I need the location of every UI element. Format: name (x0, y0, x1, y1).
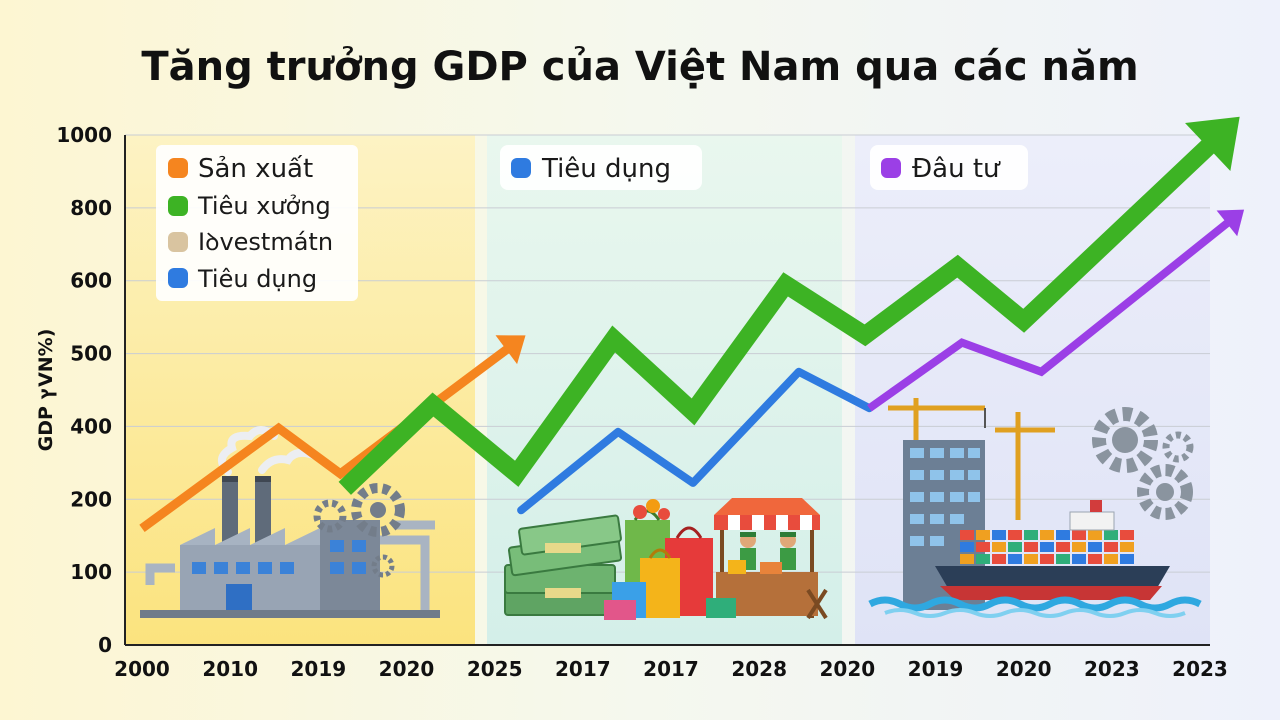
shopping-bags-icon (604, 499, 713, 620)
y-tick-label: 200 (70, 487, 112, 511)
series-arrowhead (1216, 209, 1245, 237)
cargo-ship-icon (868, 500, 1202, 618)
legend-label-consumption: Tiêu dụng (197, 265, 317, 293)
x-tick-labels: 2000 2010 2019 2020 2025 2017 2017 2028 2020 2019… (114, 657, 1228, 681)
section-label-consumption: Tiêu dụng (500, 145, 702, 190)
legend-label-factory: Tiêu xưởng (197, 192, 331, 220)
legend-swatch-investment (168, 232, 188, 252)
x-tick-label: 2023 (1084, 657, 1140, 681)
x-tick-label: 2025 (467, 657, 523, 681)
x-tick-label: 2020 (819, 657, 875, 681)
y-tick-label: 100 (70, 560, 112, 584)
y-tick-label: 800 (70, 196, 112, 220)
market-stall-icon (706, 498, 828, 620)
legend-swatch-consumption (168, 268, 188, 288)
series-line (517, 367, 874, 515)
x-tick-label: 2019 (908, 657, 964, 681)
x-tick-label: 2017 (555, 657, 611, 681)
legend-box (156, 145, 358, 301)
x-tick-label: 2017 (643, 657, 699, 681)
x-tick-label: 2010 (202, 657, 258, 681)
legend-swatch-production (168, 158, 188, 178)
y-tick-label: 1000 (56, 123, 112, 147)
x-tick-label: 2023 (1172, 657, 1228, 681)
chart-title: Tăng trưởng GDP của Việt Nam qua các năm (141, 44, 1138, 90)
series-line (338, 131, 1224, 495)
legend-swatch-factory (168, 196, 188, 216)
section-label-consumption-text: Tiêu dụng (541, 154, 671, 184)
y-tick-label: 600 (70, 269, 112, 293)
x-tick-label: 2020 (996, 657, 1052, 681)
y-tick-label: 0 (98, 633, 112, 657)
x-tick-label: 2019 (290, 657, 346, 681)
y-axis-label: GDP ץVN%) (35, 329, 57, 452)
series-arrowhead (1185, 116, 1240, 171)
section-label-investment-text: Đâu tư (912, 154, 1001, 184)
y-tick-label: 400 (70, 414, 112, 438)
series-lines (139, 116, 1245, 533)
y-tick-label: 500 (70, 342, 112, 366)
gears-icon (1092, 407, 1194, 520)
series-line (867, 216, 1235, 412)
x-tick-label: 2020 (379, 657, 435, 681)
x-tick-label: 2028 (731, 657, 787, 681)
money-icon (504, 514, 623, 616)
section-label-investment: Đâu tư (870, 145, 1028, 190)
legend-label-investment: Iꝺvestmátn (198, 228, 333, 256)
legend-label-production: Sản xuất (198, 154, 313, 184)
legend: Sản xuất Tiêu xưởng Iꝺvestmátn Tiêu dụng (156, 145, 358, 301)
y-tick-labels: 0 100 200 400 500 600 800 1000 (56, 123, 112, 657)
series-arrowhead (495, 335, 526, 365)
x-tick-label: 2000 (114, 657, 170, 681)
factory-icon (140, 426, 440, 618)
